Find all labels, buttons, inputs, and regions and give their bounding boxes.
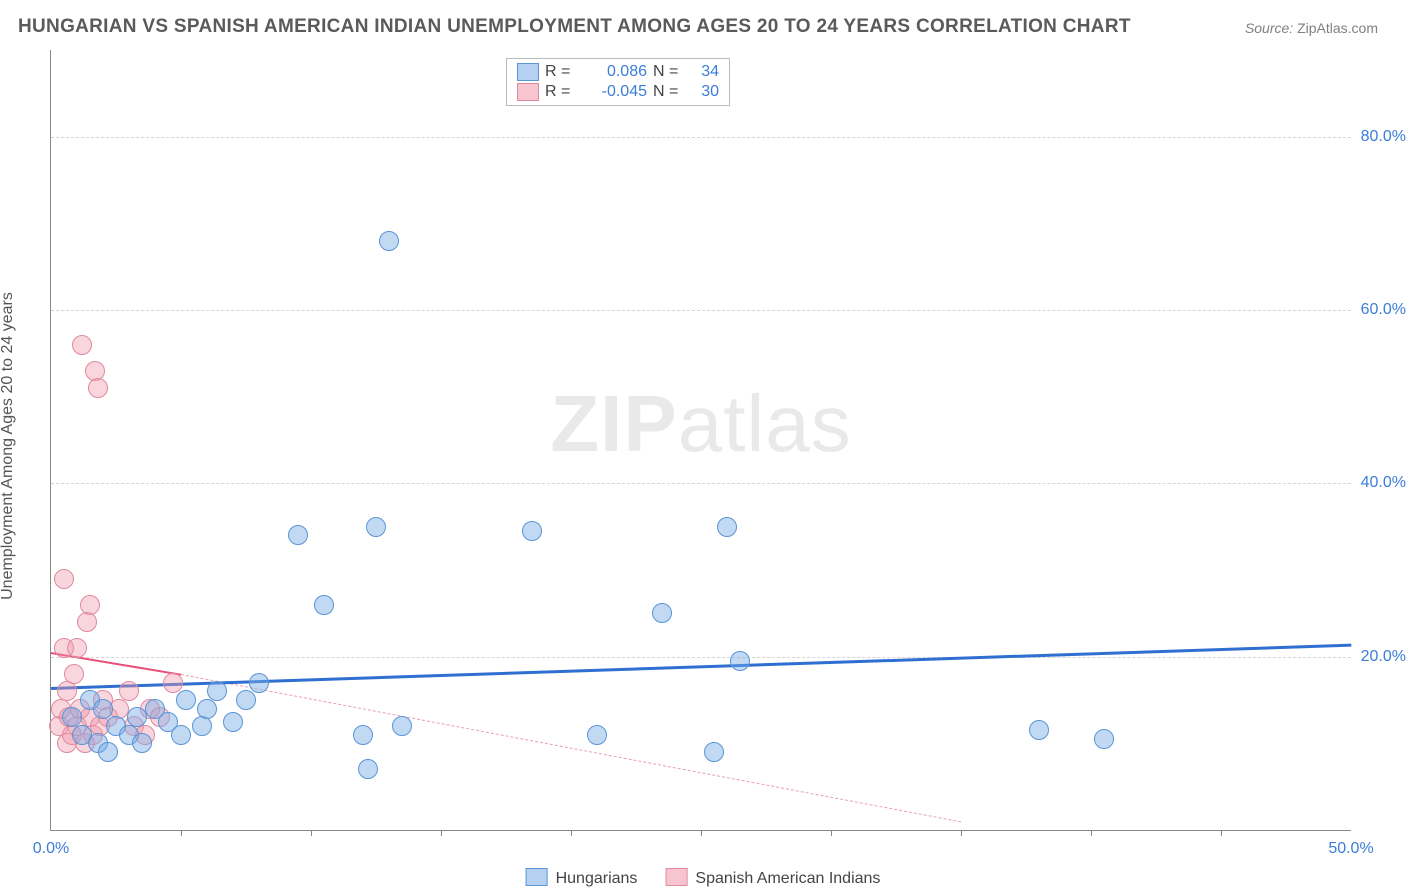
scatter-point [57, 681, 77, 701]
x-tick-mark [701, 830, 702, 836]
trendline [51, 644, 1351, 690]
y-tick-label: 40.0% [1361, 474, 1406, 492]
scatter-point [119, 681, 139, 701]
x-tick-mark [181, 830, 182, 836]
scatter-point [717, 517, 737, 537]
scatter-point [522, 521, 542, 541]
stats-box: R = 0.086 N = 34 R = -0.045 N = 30 [506, 58, 730, 106]
x-tick-label: 0.0% [33, 840, 69, 858]
scatter-point [314, 595, 334, 615]
stats-r-label-0: R = [545, 63, 571, 81]
scatter-point [132, 733, 152, 753]
scatter-point [67, 638, 87, 658]
scatter-point [652, 603, 672, 623]
plot-area: ZIPatlas R = 0.086 N = 34 R = -0.045 N =… [50, 50, 1351, 831]
gridline [51, 657, 1351, 658]
x-tick-label: 50.0% [1328, 840, 1373, 858]
y-axis-label: Unemployment Among Ages 20 to 24 years [0, 292, 17, 600]
chart-title: HUNGARIAN VS SPANISH AMERICAN INDIAN UNE… [18, 16, 1131, 38]
legend: Hungarians Spanish American Indians [526, 868, 881, 888]
scatter-point [192, 716, 212, 736]
scatter-point [392, 716, 412, 736]
stats-n-value-0: 34 [685, 63, 719, 81]
scatter-point [704, 742, 724, 762]
scatter-point [176, 690, 196, 710]
source-attribution: Source: ZipAtlas.com [1245, 20, 1378, 36]
x-tick-mark [1091, 830, 1092, 836]
scatter-point [88, 378, 108, 398]
scatter-point [236, 690, 256, 710]
scatter-point [249, 673, 269, 693]
scatter-point [80, 595, 100, 615]
stats-n-label-1: N = [653, 83, 679, 101]
legend-swatch-pink [665, 868, 687, 886]
gridline [51, 310, 1351, 311]
legend-item-hungarians: Hungarians [526, 868, 638, 888]
stats-n-value-1: 30 [685, 83, 719, 101]
scatter-point [288, 525, 308, 545]
x-tick-mark [311, 830, 312, 836]
scatter-point [171, 725, 191, 745]
legend-item-spanish: Spanish American Indians [665, 868, 880, 888]
scatter-point [54, 569, 74, 589]
scatter-point [1029, 720, 1049, 740]
scatter-point [197, 699, 217, 719]
y-tick-label: 20.0% [1361, 648, 1406, 666]
stats-n-label-0: N = [653, 63, 679, 81]
legend-label-0: Hungarians [556, 870, 638, 887]
stats-r-value-1: -0.045 [577, 83, 647, 101]
y-tick-label: 80.0% [1361, 128, 1406, 146]
scatter-point [64, 664, 84, 684]
scatter-point [77, 612, 97, 632]
x-tick-mark [571, 830, 572, 836]
stats-r-value-0: 0.086 [577, 63, 647, 81]
scatter-point [72, 335, 92, 355]
x-tick-mark [1221, 830, 1222, 836]
scatter-point [163, 673, 183, 693]
scatter-point [207, 681, 227, 701]
scatter-point [93, 699, 113, 719]
trendline [181, 674, 961, 822]
scatter-point [379, 231, 399, 251]
scatter-point [358, 759, 378, 779]
watermark-rest: atlas [678, 379, 852, 468]
scatter-point [98, 742, 118, 762]
watermark: ZIPatlas [550, 378, 851, 470]
scatter-point [587, 725, 607, 745]
gridline [51, 483, 1351, 484]
gridline [51, 137, 1351, 138]
stats-swatch-blue [517, 63, 539, 81]
x-tick-mark [831, 830, 832, 836]
scatter-point [730, 651, 750, 671]
stats-swatch-pink [517, 83, 539, 101]
scatter-point [1094, 729, 1114, 749]
y-tick-label: 60.0% [1361, 301, 1406, 319]
scatter-point [353, 725, 373, 745]
scatter-point [127, 707, 147, 727]
legend-swatch-blue [526, 868, 548, 886]
scatter-point [223, 712, 243, 732]
x-tick-mark [441, 830, 442, 836]
source-value: ZipAtlas.com [1297, 20, 1378, 36]
watermark-bold: ZIP [550, 379, 677, 468]
x-tick-mark [961, 830, 962, 836]
stats-r-label-1: R = [545, 83, 571, 101]
source-label: Source: [1245, 20, 1293, 36]
legend-label-1: Spanish American Indians [695, 870, 880, 887]
scatter-point [366, 517, 386, 537]
